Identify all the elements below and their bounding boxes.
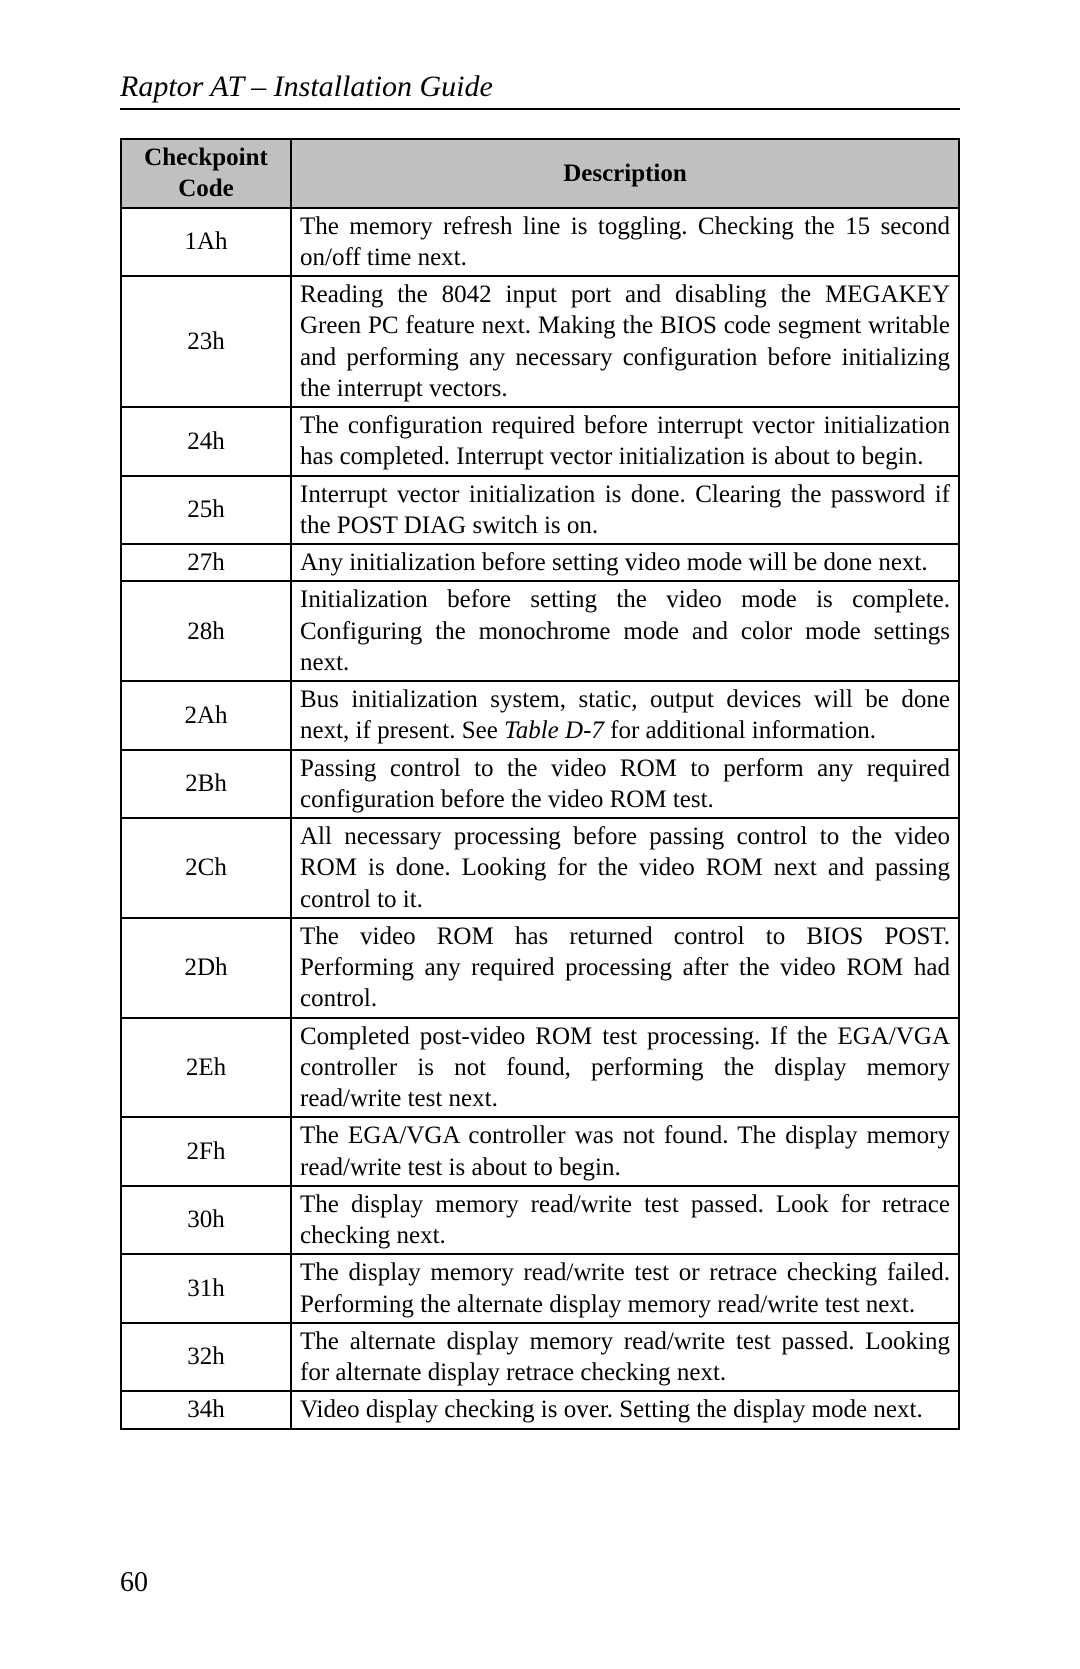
checkpoint-description: The memory refresh line is toggling. Che… (291, 208, 959, 277)
table-row: 24hThe configuration required before int… (121, 407, 959, 476)
desc-reference: Table D-7 (504, 717, 604, 744)
table-row: 23hReading the 8042 input port and disab… (121, 276, 959, 407)
table-row: 2EhCompleted post-video ROM test process… (121, 1018, 959, 1118)
checkpoint-description: The configuration required before interr… (291, 407, 959, 476)
checkpoint-description: Bus initialization system, static, outpu… (291, 681, 959, 750)
checkpoint-code: 31h (121, 1254, 291, 1323)
checkpoint-code: 27h (121, 544, 291, 581)
col-header-desc: Description (291, 139, 959, 208)
checkpoint-description: Initialization before setting the video … (291, 581, 959, 681)
page-number: 60 (120, 1567, 148, 1599)
checkpoint-code: 2Ah (121, 681, 291, 750)
table-row: 31hThe display memory read/write test or… (121, 1254, 959, 1323)
checkpoint-code: 24h (121, 407, 291, 476)
table-row: 2FhThe EGA/VGA controller was not found.… (121, 1117, 959, 1186)
checkpoint-description: Any initialization before setting video … (291, 544, 959, 581)
table-row: 32hThe alternate display memory read/wri… (121, 1323, 959, 1392)
table-row: 2DhThe video ROM has returned control to… (121, 918, 959, 1018)
checkpoint-code: 32h (121, 1323, 291, 1392)
checkpoint-description: The display memory read/write test passe… (291, 1186, 959, 1255)
desc-text: for additional information. (604, 717, 876, 744)
checkpoint-code: 2Ch (121, 818, 291, 918)
checkpoint-description: The alternate display memory read/write … (291, 1323, 959, 1392)
page-header: Raptor AT – Installation Guide (120, 70, 960, 110)
table-row: 2BhPassing control to the video ROM to p… (121, 750, 959, 819)
checkpoint-code: 1Ah (121, 208, 291, 277)
checkpoint-code: 2Fh (121, 1117, 291, 1186)
checkpoint-code: 23h (121, 276, 291, 407)
table-row: 34hVideo display checking is over. Setti… (121, 1391, 959, 1428)
checkpoint-description: The video ROM has returned control to BI… (291, 918, 959, 1018)
checkpoint-code: 30h (121, 1186, 291, 1255)
table-row: 30hThe display memory read/write test pa… (121, 1186, 959, 1255)
checkpoint-description: Completed post-video ROM test processing… (291, 1018, 959, 1118)
checkpoint-description: Video display checking is over. Setting … (291, 1391, 959, 1428)
checkpoint-description: Reading the 8042 input port and disablin… (291, 276, 959, 407)
checkpoint-description: The display memory read/write test or re… (291, 1254, 959, 1323)
table-header-row: Checkpoint Code Description (121, 139, 959, 208)
table-row: 27hAny initialization before setting vid… (121, 544, 959, 581)
col-header-code: Checkpoint Code (121, 139, 291, 208)
table-row: 2ChAll necessary processing before passi… (121, 818, 959, 918)
checkpoint-code: 2Dh (121, 918, 291, 1018)
table-row: 1AhThe memory refresh line is toggling. … (121, 208, 959, 277)
checkpoint-table: Checkpoint Code Description 1AhThe memor… (120, 138, 960, 1430)
checkpoint-code: 2Eh (121, 1018, 291, 1118)
checkpoint-code: 34h (121, 1391, 291, 1428)
checkpoint-code: 28h (121, 581, 291, 681)
checkpoint-description: Interrupt vector initialization is done.… (291, 476, 959, 545)
table-row: 2AhBus initialization system, static, ou… (121, 681, 959, 750)
checkpoint-description: The EGA/VGA controller was not found. Th… (291, 1117, 959, 1186)
checkpoint-code: 2Bh (121, 750, 291, 819)
checkpoint-code: 25h (121, 476, 291, 545)
document-page: Raptor AT – Installation Guide Checkpoin… (0, 0, 1080, 1669)
checkpoint-description: All necessary processing before passing … (291, 818, 959, 918)
checkpoint-description: Passing control to the video ROM to perf… (291, 750, 959, 819)
table-row: 28hInitialization before setting the vid… (121, 581, 959, 681)
table-row: 25hInterrupt vector initialization is do… (121, 476, 959, 545)
